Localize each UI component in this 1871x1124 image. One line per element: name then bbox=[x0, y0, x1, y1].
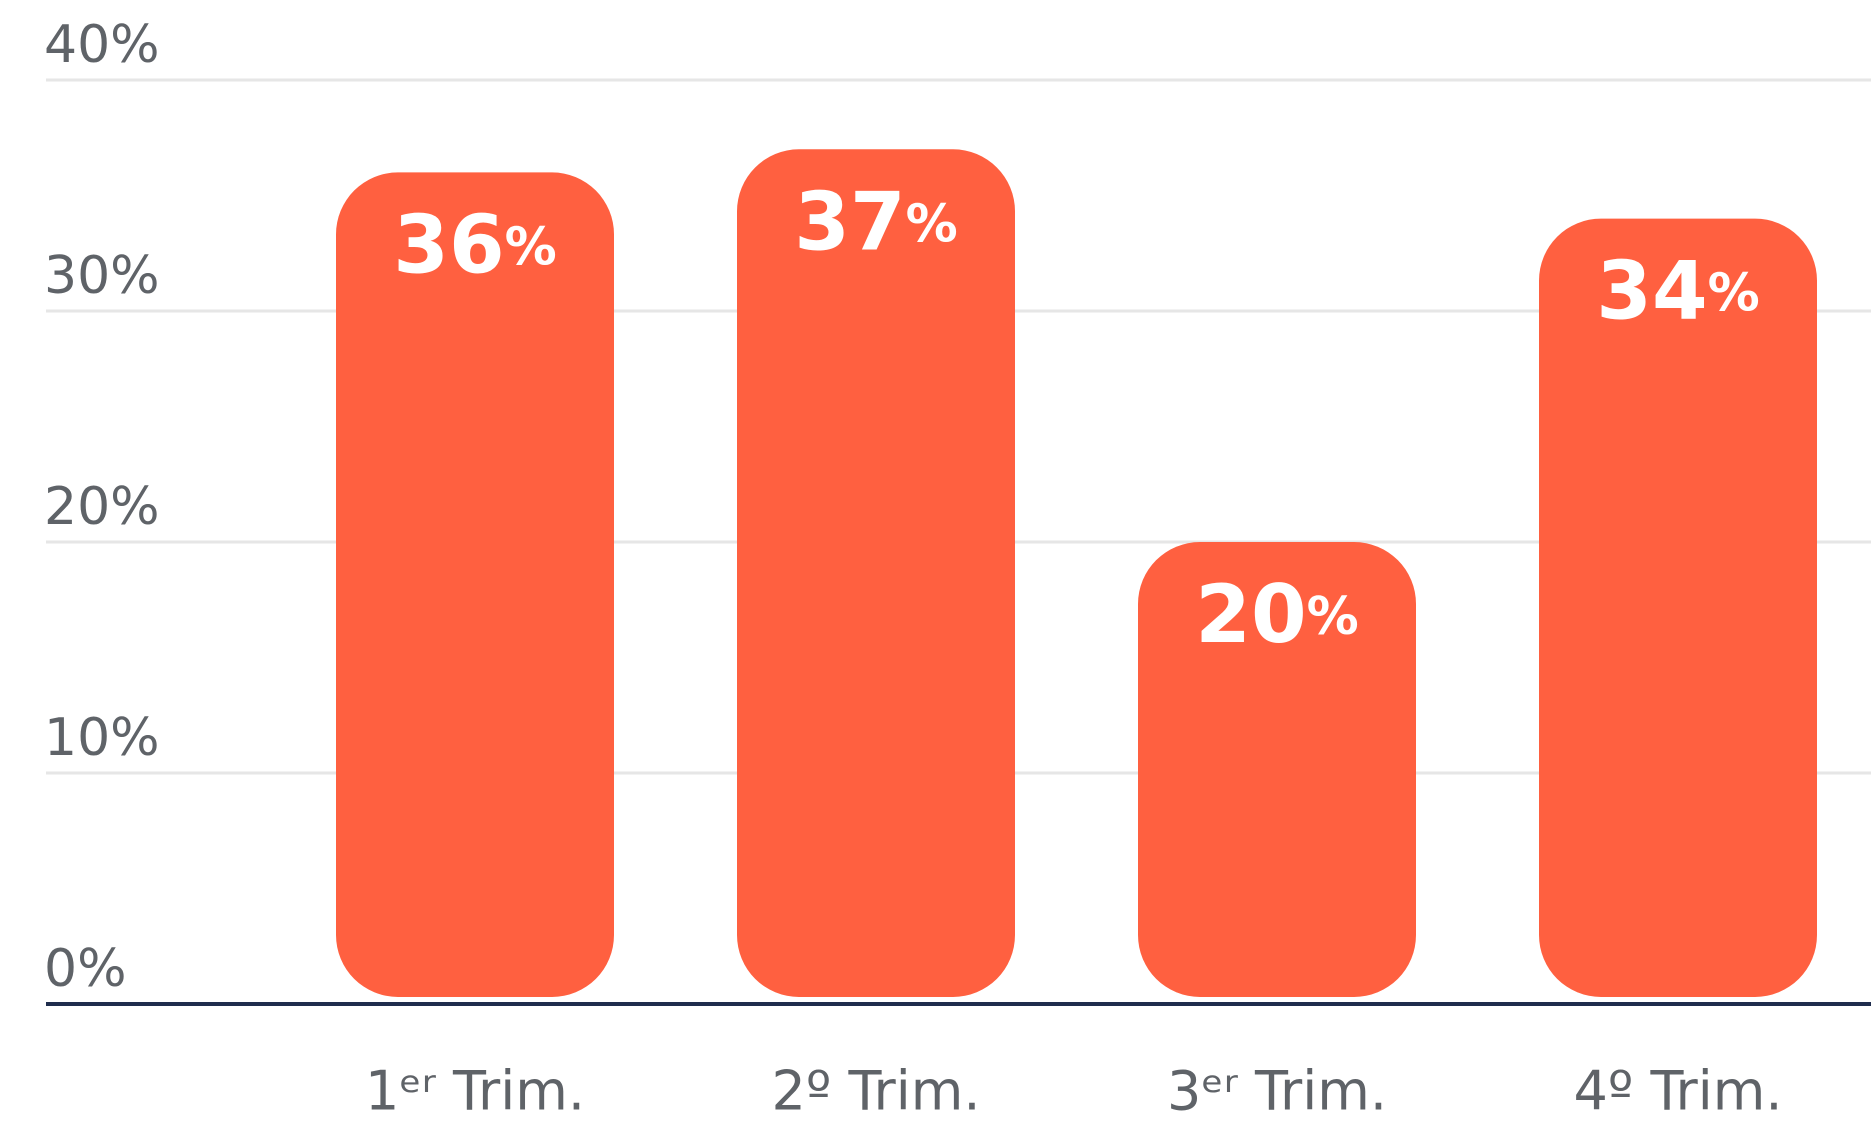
x-tick-label: 2º Trim. bbox=[772, 1060, 981, 1123]
bar bbox=[1138, 542, 1416, 997]
bar bbox=[336, 172, 614, 997]
data-label: 20% bbox=[1195, 568, 1358, 661]
x-tick-label: 1ᵉʳ Trim. bbox=[365, 1060, 585, 1123]
data-label: 36% bbox=[393, 198, 556, 291]
y-tick-label: 10% bbox=[44, 708, 160, 768]
x-tick-label: 4º Trim. bbox=[1574, 1060, 1783, 1123]
bar bbox=[1539, 218, 1817, 998]
bar bbox=[737, 149, 1015, 998]
y-tick-label: 0% bbox=[44, 939, 127, 999]
x-tick-label: 3ᵉʳ Trim. bbox=[1167, 1060, 1387, 1123]
y-tick-label: 40% bbox=[44, 15, 160, 75]
data-label: 37% bbox=[794, 175, 957, 268]
y-tick-label: 30% bbox=[44, 246, 160, 306]
y-tick-label: 20% bbox=[44, 477, 160, 537]
data-label: 34% bbox=[1596, 245, 1759, 338]
